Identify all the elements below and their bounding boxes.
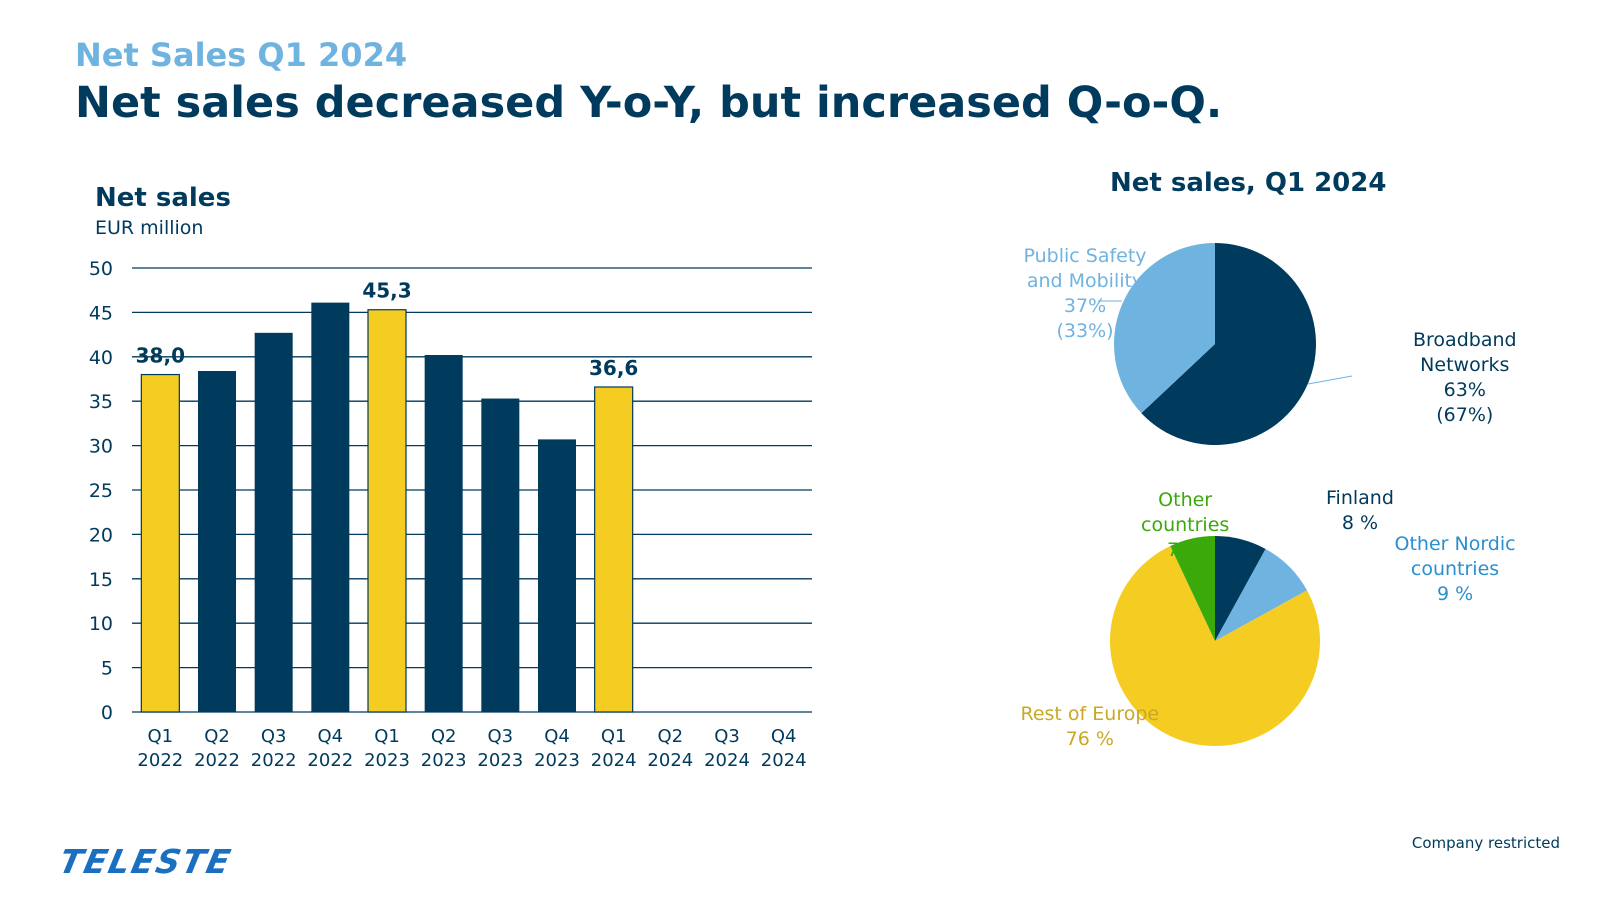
x-tick-year: 2022 xyxy=(251,750,297,771)
slide-title: Net sales decreased Y-o-Y, but increased… xyxy=(75,78,1223,128)
pie-slice xyxy=(1170,536,1215,641)
y-tick-label: 30 xyxy=(89,436,113,458)
y-tick-label: 50 xyxy=(89,258,113,280)
bar xyxy=(367,309,407,713)
x-tick-quarter: Q2 xyxy=(204,726,230,747)
bar xyxy=(594,386,634,713)
y-tick-label: 0 xyxy=(101,702,113,724)
x-tick-year: 2024 xyxy=(647,750,693,771)
leader-line xyxy=(1307,375,1353,385)
pie-slice xyxy=(1141,243,1316,445)
x-tick-year: 2024 xyxy=(761,750,807,771)
bar xyxy=(311,302,350,712)
x-tick-quarter: Q4 xyxy=(544,726,570,747)
x-tick-quarter: Q4 xyxy=(318,726,344,747)
bar xyxy=(140,373,180,713)
pie-label-rest-of-europe: Rest of Europe 76 % xyxy=(1020,703,1160,750)
slide-subtitle: Net Sales Q1 2024 xyxy=(75,36,408,74)
pie-slice xyxy=(1215,548,1308,641)
y-tick-label: 25 xyxy=(89,480,113,502)
pie-chart-title: Net sales, Q1 2024 xyxy=(1110,168,1387,198)
bar-chart-title: Net sales xyxy=(95,183,231,213)
bar-chart-unit: EUR million xyxy=(95,217,204,239)
y-tick-label: 45 xyxy=(89,302,113,324)
y-tick-label: 15 xyxy=(89,569,113,591)
x-tick-quarter: Q2 xyxy=(431,726,457,747)
x-tick-quarter: Q1 xyxy=(601,726,627,747)
pie-label-other-nordic: Other Nordic countries 9 % xyxy=(1394,533,1516,605)
pie-label-finland: Finland 8 % xyxy=(1326,487,1394,534)
bar xyxy=(424,355,463,712)
x-tick-year: 2022 xyxy=(307,750,353,771)
pie-slice xyxy=(1110,545,1320,746)
x-tick-quarter: Q1 xyxy=(374,726,400,747)
x-tick-year: 2023 xyxy=(477,750,523,771)
x-tick-year: 2024 xyxy=(591,750,637,771)
x-tick-year: 2023 xyxy=(534,750,580,771)
pie-label-other-countries: Other countries 7 % xyxy=(1141,489,1230,561)
pie-label-broadband: Broadband Networks 63% (67%) xyxy=(1413,329,1517,426)
geography-pie xyxy=(1110,536,1320,746)
pie-slice xyxy=(1114,243,1215,414)
x-tick-quarter: Q3 xyxy=(261,726,287,747)
data-label: 38,0 xyxy=(136,344,185,368)
y-tick-label: 40 xyxy=(89,347,113,369)
x-tick-quarter: Q3 xyxy=(714,726,740,747)
y-tick-label: 35 xyxy=(89,391,113,413)
bar xyxy=(254,332,293,712)
y-tick-label: 5 xyxy=(101,658,113,680)
bar xyxy=(481,398,520,712)
y-tick-label: 10 xyxy=(89,613,113,635)
x-tick-year: 2024 xyxy=(704,750,750,771)
x-tick-year: 2023 xyxy=(364,750,410,771)
pie-label-public-safety: Public Safety and Mobility 37% (33%) xyxy=(1023,245,1147,342)
bar xyxy=(198,371,236,712)
bar xyxy=(538,439,576,712)
x-tick-year: 2023 xyxy=(421,750,467,771)
x-tick-year: 2022 xyxy=(137,750,183,771)
data-label: 45,3 xyxy=(362,279,411,303)
x-tick-year: 2022 xyxy=(194,750,240,771)
x-tick-quarter: Q1 xyxy=(148,726,174,747)
x-tick-quarter: Q3 xyxy=(488,726,514,747)
data-label: 36,6 xyxy=(589,356,638,380)
x-tick-quarter: Q4 xyxy=(771,726,797,747)
pie-slice xyxy=(1215,536,1266,641)
segment-pie xyxy=(1114,243,1316,445)
x-tick-quarter: Q2 xyxy=(658,726,684,747)
company-restricted-note: Company restricted xyxy=(1411,834,1560,852)
y-tick-label: 20 xyxy=(89,524,113,546)
teleste-logo: TELESTE xyxy=(55,842,236,881)
